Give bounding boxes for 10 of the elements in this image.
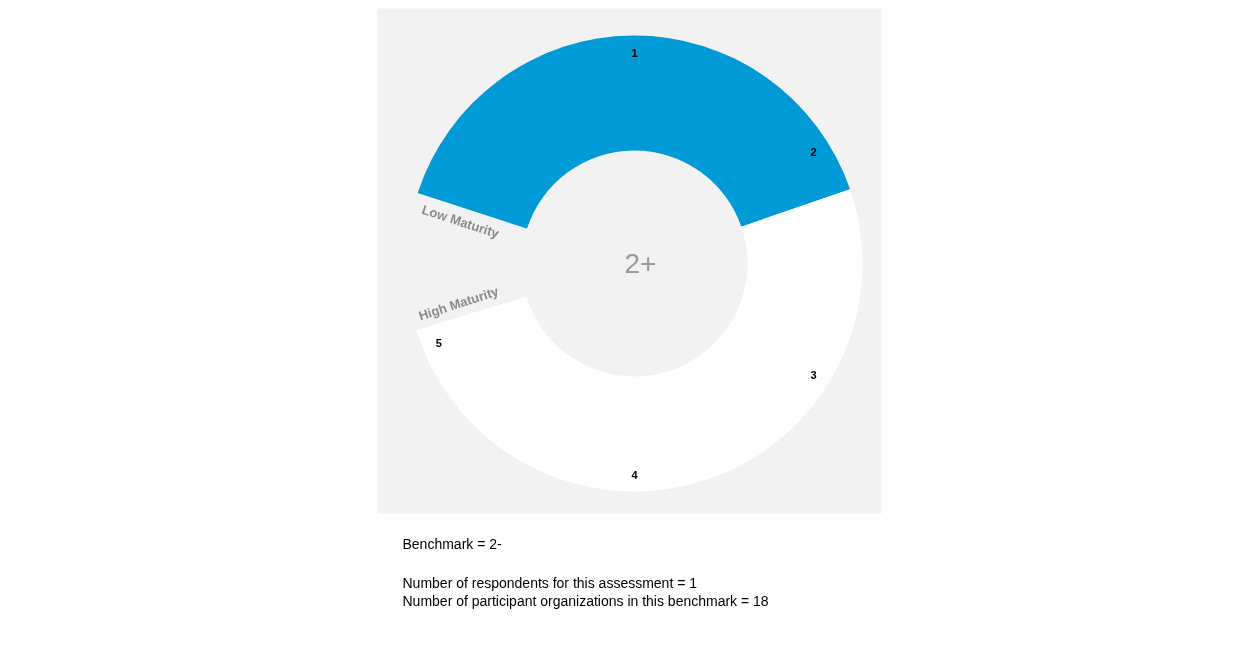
text: Number of participant organizations in this benchmark = 18	[402, 592, 769, 609]
text: Number of respondents for this assessment = 1	[402, 574, 698, 591]
text: 4	[631, 468, 639, 481]
text: 3	[810, 369, 817, 382]
text: 2+	[624, 248, 657, 279]
text: High Maturity	[416, 283, 502, 324]
text: 5	[435, 336, 442, 349]
text: 1	[631, 46, 638, 59]
text: Benchmark = 2-	[402, 535, 503, 552]
text: 2	[810, 145, 817, 158]
